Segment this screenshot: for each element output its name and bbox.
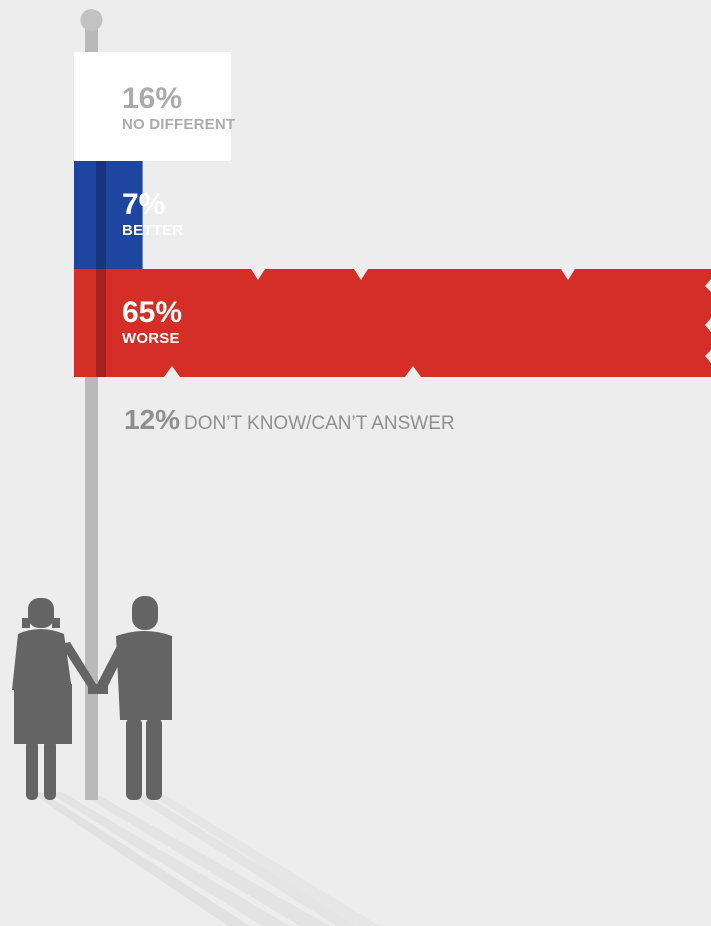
label-better: 7% BETTER: [122, 188, 184, 239]
bars: [74, 52, 711, 377]
man-figure-icon: [88, 596, 172, 800]
label-worse: 65% WORSE: [122, 296, 183, 347]
pole-overlap: [96, 161, 106, 377]
label-dont-know: 12% DON’T KNOW/CAN’T ANSWER: [124, 404, 455, 436]
category-better: BETTER: [122, 222, 184, 239]
flagpole-finial: [80, 9, 103, 31]
bar-better: [74, 161, 143, 269]
woman-figure-icon: [12, 598, 96, 800]
percent-dont-know: 12%: [124, 404, 181, 435]
label-no-different: 16% NO DIFFERENT: [122, 82, 236, 133]
figure-shadows: [30, 792, 380, 926]
percent-better: 7%: [122, 188, 166, 221]
category-no-different: NO DIFFERENT: [122, 116, 236, 133]
bar-no-different: [74, 52, 231, 161]
category-worse: WORSE: [122, 330, 180, 347]
percent-no-different: 16%: [122, 82, 183, 115]
flag-notches: [164, 269, 711, 377]
percent-worse: 65%: [122, 296, 183, 329]
category-dont-know: DON’T KNOW/CAN’T ANSWER: [184, 413, 455, 434]
bar-worse: [74, 269, 711, 377]
